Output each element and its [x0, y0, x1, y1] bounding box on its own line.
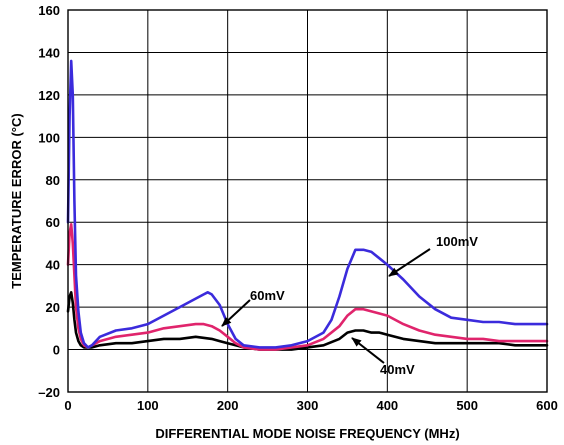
annotation-arrow [388, 248, 431, 277]
annotation-arrow [221, 299, 251, 327]
x-axis-label: DIFFERENTIAL MODE NOISE FREQUENCY (MHz) [155, 426, 459, 441]
x-tick-labels: 0 100 200 300 400 500 600 [64, 398, 557, 413]
series-line-100mV [66, 59, 549, 349]
y-tick-label: 60 [46, 215, 60, 230]
x-tick-label: 100 [137, 398, 159, 413]
y-tick-labels: –20 0 20 40 60 80 100 120 140 160 [38, 3, 60, 400]
y-tick-label: 80 [46, 173, 60, 188]
annotation-arrow [351, 337, 385, 364]
x-tick-label: 500 [456, 398, 478, 413]
x-tick-label: 200 [217, 398, 239, 413]
y-tick-label: 40 [46, 258, 60, 273]
x-tick-label: 600 [536, 398, 558, 413]
series-layer [66, 59, 549, 351]
y-tick-label: 160 [38, 3, 60, 18]
y-tick-label: 0 [53, 343, 60, 358]
y-tick-label: –20 [38, 385, 60, 400]
y-tick-label: 20 [46, 300, 60, 315]
annotation-label: 60mV [250, 288, 285, 303]
annotation-label: 40mV [380, 362, 415, 377]
x-tick-label: 400 [376, 398, 398, 413]
y-tick-label: 120 [38, 88, 60, 103]
x-tick-label: 0 [64, 398, 71, 413]
annotation-label: 100mV [436, 234, 478, 249]
x-tick-label: 300 [297, 398, 319, 413]
y-tick-label: 100 [38, 130, 60, 145]
annotations: 100mV 60mV 40mV [221, 234, 478, 377]
y-axis-label: TEMPERATURE ERROR (°C) [9, 113, 24, 288]
y-tick-label: 140 [38, 45, 60, 60]
plot-frame [67, 9, 548, 393]
